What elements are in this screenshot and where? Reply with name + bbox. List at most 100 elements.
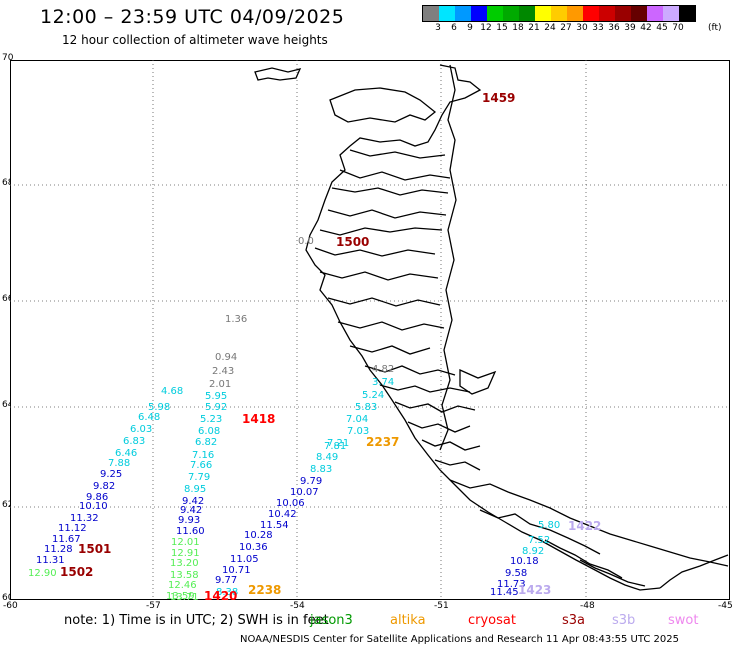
- wave-height-label: 12.90: [28, 568, 57, 579]
- wave-height-label: 4.68: [161, 386, 183, 397]
- legend-swatch: [599, 6, 615, 21]
- wave-height-label: 10.28: [244, 530, 273, 541]
- wave-height-label: 5.23: [200, 414, 222, 425]
- lat-label-70: 70: [2, 53, 14, 63]
- wave-height-label: 6.03: [130, 424, 152, 435]
- wave-height-label: 6.82: [195, 437, 217, 448]
- legend-label: 15: [496, 23, 508, 33]
- wave-height-label: 6.83: [123, 436, 145, 447]
- legend-label: 6: [451, 23, 457, 33]
- lon-label-51: -51: [434, 601, 449, 611]
- legend-swatch: [487, 6, 503, 21]
- wave-height-label: 6.48: [138, 412, 160, 423]
- legend-swatch: [615, 6, 631, 21]
- wave-height-points: 1.36 0.94 2.43 2.01 4.68 5.95 5.98 5.92 6.48 5.23…: [28, 91, 601, 600]
- legend-label: 12: [480, 23, 492, 33]
- legend-swatch: [471, 6, 487, 21]
- lat-label-68: 68: [2, 178, 14, 188]
- sat-altika-label: altika: [390, 613, 426, 628]
- wave-height-label: 7.81: [324, 441, 346, 452]
- pass-time-label: 1502: [60, 565, 93, 579]
- legend-label: 30: [576, 23, 588, 33]
- wave-height-label: 5.98: [148, 402, 170, 413]
- graticule: [10, 60, 730, 600]
- lat-label-66: 66: [2, 294, 14, 304]
- legend-label: 27: [560, 23, 572, 33]
- wave-height-label: 10.06: [276, 498, 305, 509]
- wave-height-label: 1.36: [225, 314, 247, 325]
- wave-height-label: 0.94: [215, 352, 237, 363]
- legend-swatch: [583, 6, 599, 21]
- pass-time-label: 2237: [366, 435, 399, 449]
- wave-height-label: 7.52: [528, 535, 550, 546]
- legend-label: 9: [467, 23, 473, 33]
- lon-label-45: -45: [718, 601, 733, 611]
- wave-height-label: 11.54: [260, 520, 289, 531]
- sat-s3a-label: s3a: [562, 613, 586, 628]
- wave-height-label: 7.04: [346, 414, 368, 425]
- pass-time-label: 1423: [518, 583, 551, 597]
- lon-label-48: -48: [580, 601, 595, 611]
- wave-height-label: 9.77: [215, 575, 237, 586]
- map-frame: [10, 60, 730, 600]
- wave-height-label: 2.43: [212, 366, 234, 377]
- wave-height-label: 9.82: [93, 481, 115, 492]
- wave-height-label: 13.20: [170, 558, 199, 569]
- legend-swatch: [519, 6, 535, 21]
- wave-height-label: 2.01: [209, 379, 231, 390]
- legend-swatch: [567, 6, 583, 21]
- wave-height-label: 8.38: [216, 587, 238, 598]
- legend-color-bar: [422, 5, 696, 22]
- wave-height-label: 7.88: [108, 458, 130, 469]
- wave-height-label: 0.0: [298, 236, 314, 247]
- legend-label: 42: [640, 23, 652, 33]
- legend-swatch: [679, 6, 695, 21]
- wave-height-label: 8.49: [316, 452, 338, 463]
- legend-swatch: [647, 6, 663, 21]
- wave-height-label: 7.03: [347, 426, 369, 437]
- lat-label-60: 60: [2, 593, 14, 603]
- wave-height-label: 5.24: [362, 390, 384, 401]
- lon-label-54: -54: [290, 601, 305, 611]
- wave-height-label: 10.71: [222, 565, 251, 576]
- wave-height-label: 7.66: [190, 460, 212, 471]
- sat-cryosat-label: cryosat: [468, 613, 516, 628]
- wave-height-label: 8.92: [522, 546, 544, 557]
- wave-height-label: 9.25: [100, 469, 122, 480]
- wave-height-label: 4.82: [372, 364, 394, 375]
- wave-height-label: 10.07: [290, 487, 319, 498]
- legend-unit: (ft): [708, 23, 722, 33]
- pass-time-label: 1420: [204, 589, 237, 600]
- wave-height-label: 5.83: [355, 402, 377, 413]
- map-title: 12:00 – 23:59 UTC 04/09/2025: [40, 6, 345, 28]
- wave-height-label: 13.59: [166, 591, 195, 600]
- legend-label: 39: [624, 23, 636, 33]
- credit-line: NOAA/NESDIS Center for Satellite Applica…: [240, 634, 679, 645]
- wave-height-label: 10.18: [510, 556, 539, 567]
- wave-height-label: 11.60: [176, 526, 205, 537]
- wave-height-label: 5.80: [538, 520, 560, 531]
- wave-height-label: 6.46: [115, 448, 137, 459]
- pass-time-label: 1500: [336, 235, 369, 249]
- wave-height-label: 6.08: [198, 426, 220, 437]
- wave-height-label: 5.92: [205, 402, 227, 413]
- wave-height-label: 7.16: [192, 450, 214, 461]
- legend-label: 21: [528, 23, 540, 33]
- wave-height-label: 7.21: [327, 438, 349, 449]
- legend-swatch: [503, 6, 519, 21]
- wave-height-label: 8.95: [184, 484, 206, 495]
- greenland-coastline: [254, 64, 729, 591]
- pass-time-label: 1501: [78, 542, 111, 556]
- wave-height-label: 9.86: [86, 492, 108, 503]
- wave-height-label: 10.42: [268, 509, 297, 520]
- lon-label-60: -60: [3, 601, 18, 611]
- altimeter-map[interactable]: 1.36 0.94 2.43 2.01 4.68 5.95 5.98 5.92 6.48 5.23…: [10, 60, 730, 600]
- legend-swatch: [439, 6, 455, 21]
- wave-height-label: 11.12: [58, 523, 87, 534]
- wave-height-label: 11.32: [70, 513, 99, 524]
- wave-height-legend: 3 6 9 12 15 18 21 24 27 30 33 36 39 42 45 70 (ft): [422, 5, 728, 35]
- legend-swatch: [423, 6, 439, 21]
- wave-height-label: 7.79: [188, 472, 210, 483]
- wave-height-label: 9.42: [180, 505, 202, 516]
- legend-swatch: [455, 6, 471, 21]
